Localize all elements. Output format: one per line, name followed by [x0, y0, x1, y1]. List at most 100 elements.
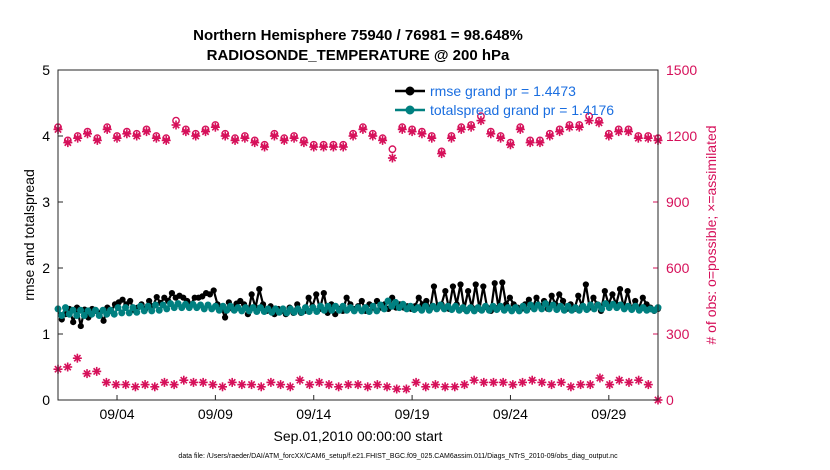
obs-marker-stroke — [218, 383, 227, 391]
totalspread-point — [365, 308, 373, 316]
obs-marker-stroke — [428, 134, 436, 142]
obs-marker-stroke — [83, 369, 91, 378]
rmse-point — [415, 294, 422, 301]
totalspread-point — [110, 310, 118, 318]
obs-rejected-point — [92, 366, 102, 376]
plot-frame-border — [57, 69, 659, 401]
rmse-point — [472, 281, 479, 288]
obs-assimilated-point — [220, 131, 230, 141]
obs-rejected-point — [247, 380, 257, 390]
legend-marker — [405, 86, 415, 96]
obs-marker-stroke — [73, 354, 82, 362]
totalspread-point — [598, 305, 606, 313]
y-right-tick-label: 300 — [666, 326, 690, 342]
obs-rejected-point — [382, 382, 392, 392]
obs-assimilated-point — [446, 133, 456, 143]
obs-marker-stroke — [172, 121, 180, 129]
obs-marker-stroke — [247, 380, 256, 389]
obs-marker-stroke — [363, 383, 372, 391]
obs-assimilated-point — [368, 131, 378, 141]
obs-rejected-point — [130, 382, 140, 392]
obs-marker-stroke — [538, 378, 546, 387]
totalspread-point — [122, 304, 129, 312]
obs-marker-stroke — [276, 380, 285, 389]
rmse-point — [153, 293, 160, 301]
totalspread-point — [313, 308, 321, 316]
totalspread-point — [549, 301, 557, 309]
x-tick-label: 09/04 — [99, 406, 134, 422]
obs-assimilated-point — [269, 131, 279, 141]
obs-assimilated-point — [505, 140, 515, 150]
rmse-point — [313, 291, 320, 298]
obs-marker-stroke — [329, 143, 338, 151]
obs-rejected-point — [605, 380, 615, 390]
obs-assimilated-point — [515, 124, 525, 134]
obs-assimilated-point — [496, 133, 506, 143]
obs-marker-stroke — [614, 127, 623, 136]
totalspread-point — [155, 306, 163, 314]
obs-assimilated-point — [358, 124, 368, 134]
obs-marker-stroke — [83, 130, 92, 138]
rmse-point — [423, 297, 430, 305]
obs-assimilated-point — [378, 135, 388, 145]
rmse-point — [70, 319, 77, 326]
obs-marker-stroke — [310, 143, 318, 151]
x-tick-label: 09/09 — [198, 406, 233, 422]
obs-marker-stroke — [359, 125, 367, 134]
obs-rejected-point — [518, 377, 528, 387]
obs-marker-stroke — [73, 134, 82, 142]
obs-marker-stroke — [325, 380, 333, 389]
obs-marker-stroke — [112, 380, 120, 389]
obs-marker-stroke — [63, 363, 72, 371]
obs-marker-stroke — [231, 136, 239, 145]
obs-assimilated-point — [151, 133, 161, 143]
obs-rejected-point — [121, 380, 131, 390]
obs-marker-stroke — [605, 380, 614, 389]
obs-marker-stroke — [296, 376, 304, 384]
obs-rejected-point — [479, 377, 489, 387]
rmse-spread-series — [54, 279, 662, 330]
obs-assimilated-point — [240, 133, 250, 143]
totalspread-point — [583, 306, 591, 314]
obs-marker-stroke — [496, 134, 505, 142]
obs-marker-stroke — [189, 378, 198, 387]
obs-assimilated-point — [63, 138, 73, 148]
obs-marker-stroke — [526, 138, 534, 147]
obs-rejected-point — [276, 380, 286, 390]
obs-possible-point — [388, 145, 397, 154]
obs-rejected-point — [498, 377, 508, 387]
legend-label: totalspread grand pr = 1.4176 — [430, 102, 614, 118]
obs-assimilated-point — [181, 127, 191, 137]
x-axis: 09/04 09/09 09/14 09/19 09/24 09/29 — [99, 395, 627, 422]
obs-marker-stroke — [431, 380, 440, 389]
obs-assimilated-point — [161, 135, 171, 145]
obs-rejected-point — [353, 380, 363, 390]
obs-rejected-point — [256, 382, 266, 392]
obs-rejected-point — [63, 362, 73, 372]
obs-assimilated-point — [486, 129, 496, 139]
obs-rejected-point — [101, 377, 111, 387]
obs-marker-stroke — [182, 127, 190, 136]
obs-assimilated-point — [466, 122, 476, 132]
rmse-point — [248, 291, 255, 298]
rmse-point — [499, 279, 506, 286]
y-left-tick-label: 2 — [42, 260, 50, 276]
x-tick-label: 09/29 — [591, 406, 626, 422]
totalspread-point — [298, 308, 306, 316]
obs-marker-stroke — [199, 378, 207, 387]
rmse-point — [624, 288, 631, 295]
chart-title-line2: RADIOSONDE_TEMPERATURE @ 200 hPa — [207, 47, 510, 64]
totalspread-point — [118, 309, 126, 317]
obs-rejected-point — [508, 380, 518, 390]
obs-assimilated-point — [319, 142, 329, 152]
rmse-point — [199, 293, 206, 300]
obs-marker-stroke — [123, 130, 131, 138]
totalspread-point — [62, 304, 69, 312]
obs-marker-stroke — [319, 143, 328, 151]
obs-rejected-point — [343, 380, 353, 390]
rmse-point — [506, 294, 513, 301]
obs-rejected-point — [266, 377, 276, 387]
obs-assimilated-point — [102, 124, 112, 134]
x-tick-label: 09/14 — [296, 406, 331, 422]
obs-marker-stroke — [596, 374, 604, 382]
